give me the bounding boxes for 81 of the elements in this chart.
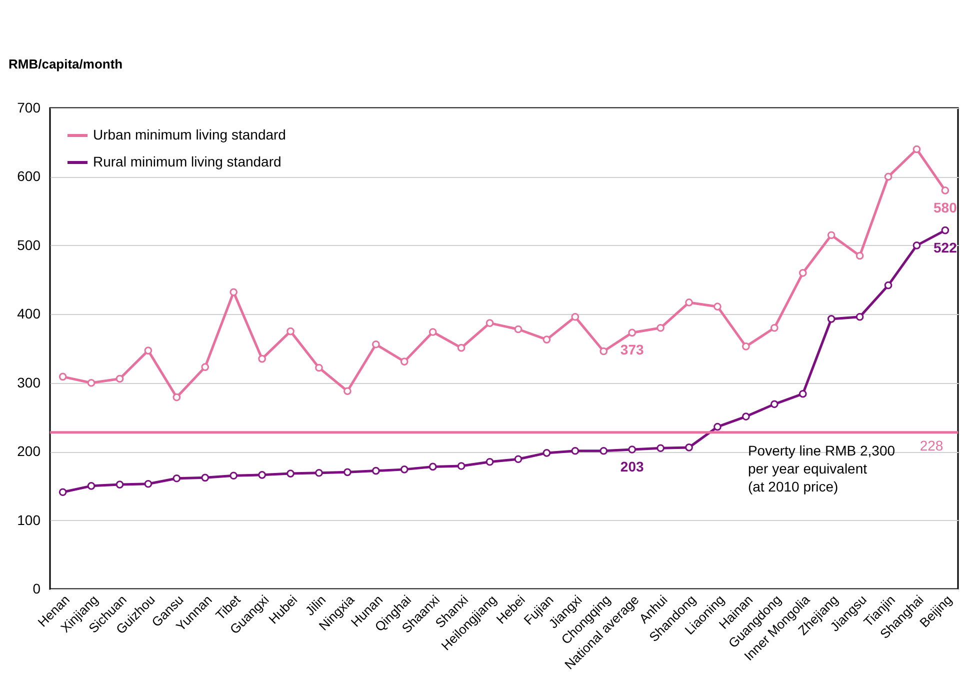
y-tick-label: 500 [17,236,41,253]
point [912,145,921,154]
point [856,312,864,321]
data-label: 203 [620,458,644,475]
point [344,387,352,396]
point [315,364,323,372]
y-tick-label: 400 [17,306,41,322]
point [372,466,380,475]
point [457,344,466,352]
point [400,358,408,366]
point [116,374,124,383]
point [600,446,608,455]
point [571,446,580,455]
ref-line-label: 228 [920,437,944,454]
y-tick-label: 200 [17,443,41,460]
point [372,340,380,348]
point [941,186,950,194]
y-axis-title: RMB/capita/month [8,56,123,72]
point [116,480,124,488]
point [628,446,636,454]
point [685,298,693,306]
point [172,393,181,402]
point [685,444,693,452]
point [542,336,551,344]
point [428,328,437,336]
point [884,172,892,181]
y-tick-label: 100 [17,512,41,528]
point [286,327,294,336]
point [144,480,152,488]
point [742,342,750,350]
point [258,471,266,479]
point [714,302,722,310]
point [770,324,778,332]
point [58,372,67,381]
point [87,378,96,387]
point [144,346,152,354]
point [542,449,551,457]
point [941,226,950,234]
point [201,363,210,371]
annotation: Poverty line RMB 2,300 per year equivalent (at 2010 price) [748,442,896,494]
point [514,455,522,464]
y-tick-label: 0 [32,580,41,596]
point [770,400,778,408]
point [428,462,437,471]
point [912,242,921,250]
point [714,422,722,431]
point [514,325,522,334]
data-label: 373 [620,342,644,358]
point [230,288,238,296]
point [827,315,836,323]
point [315,468,323,477]
point [286,470,294,478]
y-tick-label: 700 [17,100,41,116]
legend-label: Urban minimum living standard [93,126,286,142]
data-label: 522 [934,239,958,256]
point [258,354,266,363]
point [600,347,608,356]
data-label: 580 [934,199,958,216]
point [230,472,238,480]
point [172,474,181,482]
point [798,269,807,277]
point [486,319,494,327]
point [628,328,636,337]
point [827,231,836,240]
point [87,482,96,490]
point [798,390,807,398]
point [400,466,408,474]
point [856,252,864,260]
point [656,324,664,332]
point [58,488,67,496]
legend-label: Rural minimum living standard [93,154,282,170]
point [742,412,750,420]
point [656,444,664,452]
y-tick-label: 300 [17,374,41,390]
point [457,462,466,470]
point [884,281,892,290]
point [201,474,210,482]
point [486,458,494,466]
point [571,312,580,321]
y-tick-label: 600 [17,168,41,184]
point [344,468,352,476]
